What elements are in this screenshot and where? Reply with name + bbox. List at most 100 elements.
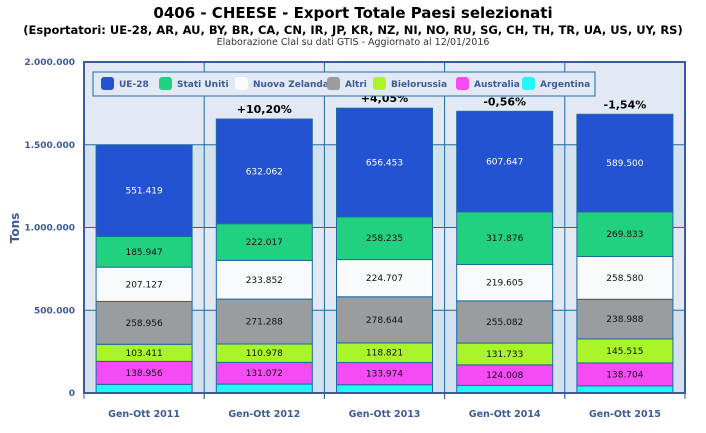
segment-value-label: 258.956 (125, 319, 162, 329)
segment-value-label: 258.235 (366, 234, 403, 244)
plot-frame (83, 61, 686, 394)
legend-item-nuova-zelanda[interactable]: Nuova Zelanda (235, 77, 329, 90)
segment-value-label: 138.956 (125, 369, 162, 379)
bar-segment-altri[interactable] (215, 298, 313, 345)
chart-subtitle: (Esportatori: UE-28, AR, AU, BY, BR, CA,… (23, 23, 683, 37)
legend: UE-28 Stati Uniti Nuova Zelanda Altri Bielor… (92, 71, 596, 97)
x-tick-label: Gen-Ott 2013 (349, 409, 421, 420)
segment-value-label: 656.453 (366, 159, 403, 169)
y-tick-label: 1.500.000 (24, 141, 75, 151)
segment-value-label: 145.515 (606, 347, 643, 357)
chart-source-note: Elaborazione Clal su dati GTIS - Aggiorn… (216, 37, 490, 48)
legend-label: Altri (345, 80, 367, 90)
bar-segment-stati-uniti[interactable] (456, 211, 554, 266)
segment-value-label: 124.008 (486, 371, 523, 381)
vertical-gridlines (203, 62, 566, 399)
legend-item-australia[interactable]: Australia (456, 77, 520, 90)
bar-segment-stati-uniti[interactable] (215, 223, 313, 261)
x-tick-label: Gen-Ott 2014 (469, 409, 541, 420)
segment-value-label: 607.647 (486, 158, 523, 168)
legend-swatch (522, 77, 535, 90)
bar-segment-ue-28[interactable] (336, 107, 433, 218)
y-tick-label: 500.000 (34, 306, 75, 316)
x-tick-label: Gen-Ott 2011 (108, 409, 180, 420)
y-tick-label: 2.000.000 (24, 58, 75, 68)
segment-value-label: 207.127 (125, 280, 162, 290)
segment-value-label: 185.947 (125, 248, 162, 258)
legend-box (92, 71, 596, 97)
segment-value-label: 219.605 (486, 279, 523, 289)
bar-segment-altri[interactable] (456, 300, 554, 344)
legend-swatch (235, 77, 248, 90)
legend-item-argentina[interactable]: Argentina (522, 77, 590, 90)
legend-label: Australia (474, 80, 520, 90)
legend-item-stati-uniti[interactable]: Stati Uniti (159, 77, 229, 90)
bar-segment-nuova-zelanda[interactable] (576, 255, 674, 300)
segment-value-label: 278.644 (366, 316, 403, 326)
bar-segment-ue-28[interactable] (215, 118, 313, 225)
segment-value-label: 224.707 (366, 274, 403, 284)
segment-value-label: 233.852 (246, 276, 283, 286)
legend-swatch (101, 77, 114, 90)
bar-segment-ue-28[interactable] (576, 113, 674, 213)
segment-value-label: 238.988 (606, 315, 643, 325)
legend-label: Argentina (540, 80, 590, 90)
segment-value-label: 118.821 (366, 349, 403, 359)
legend-item-altri[interactable]: Altri (327, 77, 367, 90)
bar-segment-ue-28[interactable] (95, 144, 193, 237)
segment-value-label: 551.419 (125, 187, 162, 197)
legend-label: Nuova Zelanda (253, 80, 329, 90)
segment-value-label: 632.062 (246, 167, 283, 177)
y-tick-label: 0 (69, 389, 75, 399)
x-tick-label: Gen-Ott 2015 (589, 409, 661, 420)
legend-swatch (159, 77, 172, 90)
x-tick-label: Gen-Ott 2012 (228, 409, 300, 420)
bar-segment-altri[interactable] (95, 300, 193, 345)
legend-swatch (456, 77, 469, 90)
bar-segment-nuova-zelanda[interactable] (95, 266, 193, 302)
bar-segment-ue-28[interactable] (456, 110, 554, 213)
segment-value-label: 131.072 (246, 369, 283, 379)
bar-segment-bielorussia[interactable] (576, 338, 674, 364)
segment-labels: 138.956 103.411 258.956 207.127 185.947 551.4… (125, 158, 643, 382)
bar-segment-argentina[interactable] (95, 383, 193, 394)
segment-value-label: 110.978 (246, 349, 283, 359)
legend-label: Bielorussia (391, 80, 447, 90)
bars (95, 107, 674, 394)
segment-value-label: 589.500 (606, 159, 643, 169)
segment-value-label: 271.288 (246, 318, 283, 328)
bar-segment-stati-uniti[interactable] (576, 211, 674, 257)
axes (83, 61, 686, 394)
legend-item-ue-28[interactable]: UE-28 (101, 77, 149, 90)
segment-value-label: 269.833 (606, 230, 643, 240)
segment-value-label: 103.411 (125, 349, 162, 359)
bar-segment-altri[interactable] (576, 298, 674, 340)
chart-title: 0406 - CHEESE - Export Totale Paesi sele… (153, 4, 553, 22)
y-axis-label: Tons (8, 213, 22, 244)
legend-label: UE-28 (119, 80, 149, 90)
legend-item-bielorussia[interactable]: Bielorussia (373, 77, 447, 90)
segment-value-label: 317.876 (486, 234, 523, 244)
growth-label: -0,56% (483, 95, 526, 108)
bar-segment-stati-uniti[interactable] (95, 235, 193, 268)
segment-value-label: 131.733 (486, 350, 523, 360)
growth-label: +10,20% (237, 103, 292, 116)
segment-value-label: 222.017 (246, 238, 283, 248)
bar-segment-nuova-zelanda[interactable] (336, 259, 433, 298)
segment-value-label: 258.580 (606, 274, 643, 284)
bar-segment-stati-uniti[interactable] (336, 216, 433, 261)
bar-segment-argentina[interactable] (215, 383, 313, 394)
segment-value-label: 133.974 (366, 370, 403, 380)
growth-label: -1,54% (604, 98, 647, 111)
bar-segment-nuova-zelanda[interactable] (215, 259, 313, 300)
legend-label: Stati Uniti (177, 80, 229, 90)
bar-segment-argentina[interactable] (576, 385, 674, 394)
legend-swatch (327, 77, 340, 90)
segment-value-label: 255.082 (486, 318, 523, 328)
legend-swatch (373, 77, 386, 90)
bar-segment-argentina[interactable] (336, 384, 433, 394)
segment-value-label: 138.704 (606, 370, 643, 380)
bar-segment-argentina[interactable] (456, 384, 554, 394)
y-axis-ticks: 0 500.000 1.000.000 1.500.000 2.000.000 (24, 58, 75, 399)
